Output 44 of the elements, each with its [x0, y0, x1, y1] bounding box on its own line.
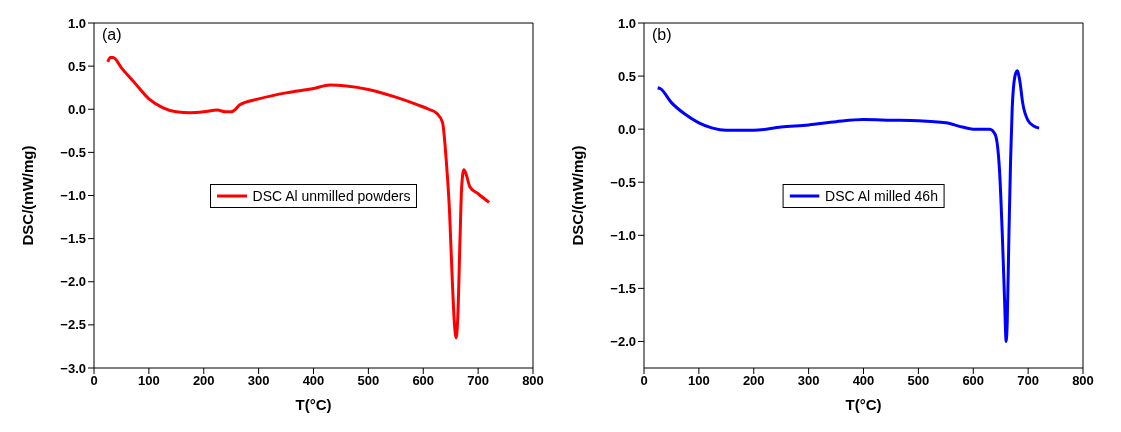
- legend-label: DSC Al unmilled powders: [252, 187, 411, 204]
- x-tick-label: 200: [742, 373, 765, 389]
- x-tick-label: 400: [852, 373, 875, 389]
- x-axis-title: T(°C): [845, 396, 882, 413]
- y-tick-label: −2.0: [610, 334, 636, 350]
- x-tick-label: 800: [522, 373, 544, 389]
- y-tick-label: 0.5: [67, 58, 86, 74]
- x-tick-label: 700: [467, 373, 489, 389]
- y-tick-label: 0.0: [617, 121, 636, 137]
- x-tick-label: 300: [247, 373, 270, 389]
- y-tick-label: −3.0: [60, 360, 86, 376]
- x-tick-label: 700: [1017, 373, 1039, 389]
- y-axis-title: DSC/(mW/mg): [569, 145, 587, 246]
- x-tick-label: 600: [412, 373, 435, 389]
- x-tick-label: 100: [138, 373, 160, 389]
- line-series: [656, 69, 1041, 343]
- x-tick-label: 0: [90, 373, 98, 389]
- y-tick-label: −1.0: [60, 188, 86, 204]
- x-tick-label: 300: [797, 373, 820, 389]
- y-tick-label: 1.0: [617, 15, 636, 31]
- x-axis-title: T(°C): [295, 396, 332, 413]
- y-tick-label: −0.5: [60, 144, 86, 160]
- line-series: [106, 56, 491, 340]
- y-tick-label: 0.0: [67, 101, 86, 117]
- x-tick-label: 600: [962, 373, 985, 389]
- y-tick-label: −1.5: [60, 231, 86, 247]
- annotation: (a): [102, 26, 122, 44]
- x-tick-label: 500: [357, 373, 380, 389]
- x-tick-label: 400: [302, 373, 325, 389]
- y-tick-label: −0.5: [610, 174, 636, 190]
- x-tick-label: 200: [192, 373, 215, 389]
- annotation: (b): [652, 26, 672, 44]
- y-tick-label: 1.0: [67, 15, 86, 31]
- x-tick-label: 0: [640, 373, 648, 389]
- x-tick-label: 800: [1072, 373, 1094, 389]
- y-tick-label: −1.0: [610, 227, 636, 243]
- y-tick-label: −2.0: [60, 274, 86, 290]
- x-tick-label: 500: [907, 373, 930, 389]
- legend-label: DSC Al milled 46h: [825, 187, 938, 204]
- x-tick-label: 100: [688, 373, 710, 389]
- y-tick-label: −1.5: [610, 281, 636, 296]
- y-tick-label: 0.5: [617, 68, 636, 84]
- y-axis-title: DSC/(mW/mg): [19, 145, 37, 246]
- y-tick-label: −2.5: [60, 317, 86, 333]
